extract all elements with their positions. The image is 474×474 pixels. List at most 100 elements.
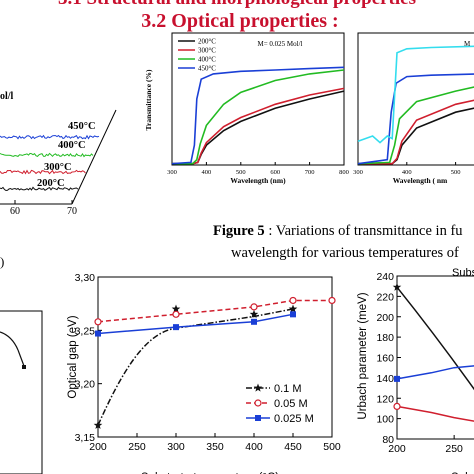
trans-left-series-line-2 bbox=[172, 69, 345, 165]
optical-gap-x-tick-label-450: 450 bbox=[284, 441, 302, 453]
caption-label: Figure 5 bbox=[213, 223, 265, 239]
optical-gap-point-2-0 bbox=[95, 330, 101, 337]
xrd-legend-text: ol/l bbox=[0, 91, 14, 102]
caption-text-1: : Variations of transmittance in fu bbox=[265, 223, 463, 239]
optical-gap-y-tick-label: 3,15 bbox=[75, 432, 96, 444]
xrd-series-line-3 bbox=[0, 186, 79, 192]
trans-right-series-line-3 bbox=[357, 73, 474, 165]
optical-gap-series-line-1 bbox=[97, 299, 332, 323]
optical-gap-x-tick-label-200: 200 bbox=[89, 441, 107, 453]
optical-gap-series-line-2 bbox=[97, 313, 294, 335]
trans-left-x-tick-label-500: 500 bbox=[236, 169, 246, 176]
trans-left-x-tick-label-700: 700 bbox=[305, 169, 315, 176]
optical-gap-x-tick-label-500: 500 bbox=[323, 441, 341, 453]
trans-left-annotation: M= 0.025 Mol/l bbox=[258, 40, 303, 48]
xrd-partial-panel: ol/l 60 70 450°C 400°C 300°C 200°C bbox=[0, 91, 117, 217]
urbach-series-line-1 bbox=[396, 405, 474, 422]
urbach-chart: 80 100 120 140 160 180 200 220 240 200 250 Urbach p… bbox=[357, 267, 474, 474]
optical-gap-chart: 200 250 300 350 400 450 500 3,15 3,20 3,25 3,30 Opt… bbox=[67, 272, 341, 474]
optical-gap-xlabel: Substrate temperature (°C) bbox=[141, 472, 279, 474]
urbach-x-tick-label-250: 250 bbox=[445, 443, 463, 455]
optical-gap-y-tick-label: 3,30 bbox=[75, 272, 96, 284]
trans-left-series-line-3 bbox=[171, 66, 345, 165]
optical-gap-point-2-1 bbox=[173, 324, 179, 331]
urbach-y-tick-label-240: 240 bbox=[376, 271, 394, 283]
optical-gap-legend-marker-1 bbox=[254, 399, 262, 407]
trans-right-series-line-1 bbox=[358, 99, 474, 165]
partial-left-bottom-marker bbox=[22, 365, 26, 369]
urbach-point-1 bbox=[393, 402, 401, 410]
trans-right-xlabel: Wavelength ( nm bbox=[393, 176, 448, 185]
trans-left-x-tick-label-800: 800 bbox=[339, 169, 349, 176]
urbach-x-tick-label-200: 200 bbox=[388, 443, 406, 455]
optical-gap-legend-marker-2 bbox=[255, 415, 261, 421]
trans-left-legend-label-2: 400°C bbox=[198, 56, 216, 64]
optical-gap-point-1-1 bbox=[172, 310, 180, 318]
urbach-y-tick-label-160: 160 bbox=[376, 353, 394, 365]
xrd-series-label-2: 300°C bbox=[44, 162, 72, 173]
urbach-point-0 bbox=[392, 282, 402, 291]
xrd-x-tick-label-70: 70 bbox=[67, 206, 77, 217]
optical-gap-point-0-3 bbox=[288, 304, 298, 313]
trans-right-x-tick-label-300: 300 bbox=[353, 169, 363, 176]
trans-right-series-line-0 bbox=[358, 107, 474, 165]
optical-gap-y-tick-label: 3,25 bbox=[75, 325, 96, 337]
transmittance-left-panel: 300 400 500 600 700 800 M= 0.025 Mol/l Waveleng… bbox=[144, 32, 349, 185]
xrd-series-label-3: 200°C bbox=[37, 178, 65, 189]
xrd-series-line-1 bbox=[0, 152, 94, 158]
trans-left-xlabel: Wavelength (nm) bbox=[230, 176, 286, 185]
optical-gap-point-2-2 bbox=[251, 318, 257, 325]
xrd-series-line-2 bbox=[0, 169, 86, 175]
optical-gap-point-1-2 bbox=[250, 303, 258, 311]
trans-right-series-line-2 bbox=[357, 86, 474, 165]
optical-gap-x-tick-label-300: 300 bbox=[167, 441, 185, 453]
partial-left-bottom-line-a bbox=[0, 331, 19, 351]
urbach-frame bbox=[396, 275, 474, 440]
urbach-xlabel: Subst bbox=[451, 472, 474, 474]
section-title: 3.2 Optical properties : bbox=[141, 10, 338, 32]
optical-gap-point-1-3 bbox=[289, 296, 297, 305]
optical-gap-point-0-2 bbox=[249, 309, 259, 318]
xrd-series-label-1: 400°C bbox=[58, 140, 86, 151]
optical-gap-point-2-3 bbox=[290, 311, 296, 318]
optical-gap-legend-marker-0 bbox=[253, 383, 263, 392]
trans-right-x-tick-label-500: 500 bbox=[451, 169, 461, 176]
optical-gap-point-1-0 bbox=[94, 318, 102, 326]
optical-gap-x-tick-label-350: 350 bbox=[206, 441, 224, 453]
caption-line-1: Figure 5 : Variations of transmittance i… bbox=[213, 223, 463, 239]
trans-left-legend-label-1: 300°C bbox=[198, 47, 216, 55]
partial-left-bottom-panel: ) bbox=[0, 254, 43, 474]
optical-gap-x-tick-label-400: 400 bbox=[245, 441, 263, 453]
trans-left-x-tick-label-400: 400 bbox=[202, 169, 212, 176]
urbach-ylabel: Urbach parameter (meV) bbox=[357, 292, 369, 419]
trans-left-x-tick-label-300: 300 bbox=[167, 169, 177, 176]
optical-gap-y-tick-label: 3,20 bbox=[75, 379, 96, 391]
urbach-series-line-2 bbox=[396, 365, 474, 380]
urbach-y-tick-label-140: 140 bbox=[376, 373, 394, 385]
optical-gap-legend-label-2: 0.025 M bbox=[274, 413, 314, 425]
urbach-y-tick-label-220: 220 bbox=[376, 291, 394, 303]
xrd-x-tick-label-60: 60 bbox=[10, 206, 20, 217]
optical-gap-x-tick-label-250: 250 bbox=[128, 441, 146, 453]
urbach-y-tick-label-100: 100 bbox=[376, 414, 394, 426]
xrd-series-line-0 bbox=[0, 134, 100, 140]
trans-right-x-tick-label-400: 400 bbox=[402, 169, 412, 176]
trans-left-frame bbox=[171, 32, 345, 166]
optical-gap-point-0-1 bbox=[171, 304, 181, 313]
trans-left-ylabel: Transmittance (%) bbox=[144, 69, 153, 130]
trans-right-series-line-4 bbox=[357, 45, 474, 144]
caption-line-2: wavelength for various temperatures of bbox=[231, 245, 459, 261]
urbach-top-text: Subs bbox=[452, 267, 474, 279]
trans-left-legend-label-0: 200°C bbox=[198, 38, 216, 46]
trans-left-series-line-1 bbox=[172, 87, 345, 165]
urbach-y-tick-label-120: 120 bbox=[376, 393, 394, 405]
heading-top-cut: 3.1 Structural and morphological propert… bbox=[58, 0, 416, 9]
partial-left-bottom-frame bbox=[0, 310, 43, 474]
optical-gap-ylabel: Optical gap (eV) bbox=[67, 315, 79, 398]
urbach-y-tick-label-200: 200 bbox=[376, 312, 394, 324]
urbach-y-tick-label-80: 80 bbox=[382, 434, 394, 446]
xrd-axis-diagonal bbox=[71, 109, 117, 205]
transmittance-right-panel: 300 400 500 M Wavelength ( nm bbox=[353, 32, 474, 185]
optical-gap-legend-label-1: 0.05 M bbox=[274, 398, 308, 410]
